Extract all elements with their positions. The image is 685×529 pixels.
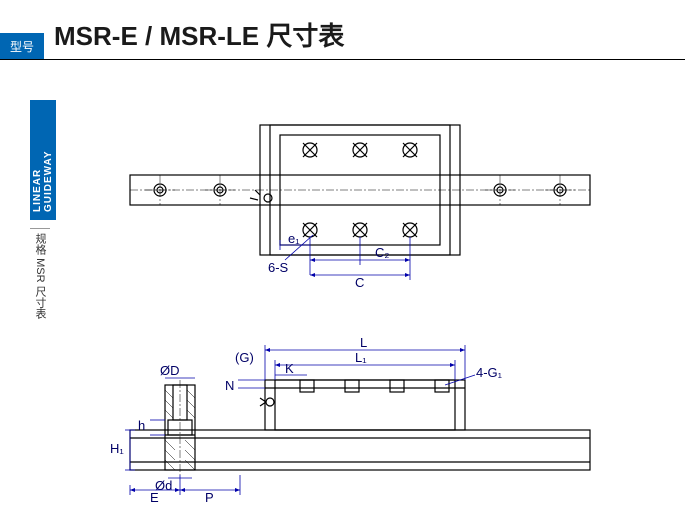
side-view-diagram: L L₁ (G) K 4-G₁ N ØD h H₁ [100, 330, 660, 500]
dim-od: ØD [160, 363, 180, 378]
dim-n: N [225, 378, 234, 393]
dim-l: L [360, 335, 367, 350]
dim-p: P [205, 490, 214, 505]
top-view-diagram: e₁ 6-S C₂ C [100, 100, 660, 290]
page-header: 型号 MSR-E / MSR-LE 尺寸表 [0, 0, 685, 60]
dim-e: E [150, 490, 159, 505]
dim-c2: C₂ [375, 245, 389, 260]
page-title: MSR-E / MSR-LE 尺寸表 [44, 16, 344, 59]
dim-e1: e₁ [288, 231, 300, 246]
spec-product: MSR [34, 258, 46, 282]
spec-text: 规格 MSR 尺寸表 [30, 228, 50, 323]
dim-h: h [138, 418, 145, 433]
dim-h1: H₁ [110, 441, 124, 456]
dim-l1: L₁ [355, 350, 367, 365]
dim-g: (G) [235, 350, 254, 365]
spec-subtitle: 尺寸表 [34, 286, 46, 319]
spec-label: 规格 [34, 233, 46, 255]
type-label: 型号 [0, 33, 44, 59]
dim-4g1: 4-G₁ [476, 365, 503, 380]
diagram-area: e₁ 6-S C₂ C [100, 100, 660, 500]
dim-c: C [355, 275, 364, 290]
dim-6s: 6-S [268, 260, 289, 275]
sidebar: LINEAR GUIDEWAY 规格 MSR 尺寸表 [30, 100, 48, 323]
dim-k: K [285, 361, 294, 376]
top-view-svg: e₁ 6-S C₂ C [100, 100, 620, 290]
category-bar: LINEAR GUIDEWAY [30, 100, 56, 220]
side-view-svg: L L₁ (G) K 4-G₁ N ØD h H₁ [100, 330, 620, 500]
